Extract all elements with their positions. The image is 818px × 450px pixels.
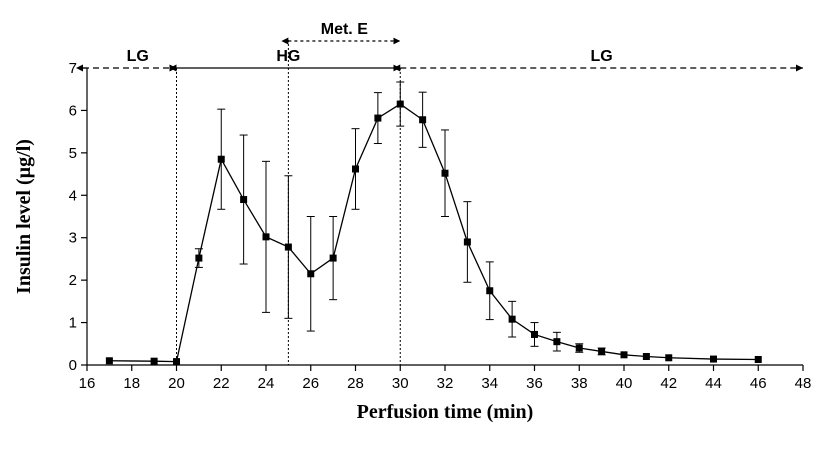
x-tick-label: 16: [79, 375, 96, 392]
phase-label: LG: [127, 48, 149, 65]
y-axis-title: Insulin level (µg/l): [13, 139, 35, 294]
x-tick-label: 22: [213, 375, 230, 392]
data-point-marker: [374, 114, 382, 122]
y-tick-label: 2: [69, 272, 77, 289]
data-point-marker: [329, 254, 337, 262]
data-point-marker: [486, 287, 494, 295]
y-tick-label: 6: [69, 102, 77, 119]
data-series: [105, 81, 762, 366]
data-point-marker: [665, 354, 673, 362]
x-tick-label: 48: [795, 375, 812, 392]
data-point-marker: [217, 155, 225, 163]
phase-label: HG: [276, 48, 300, 65]
data-point-marker: [240, 196, 248, 204]
data-point-marker: [173, 358, 180, 366]
y-tick-label: 0: [69, 357, 77, 374]
data-point-marker: [352, 165, 359, 173]
x-tick-label: 30: [392, 375, 409, 392]
data-point-marker: [553, 338, 561, 346]
x-tick-label: 20: [168, 375, 185, 392]
x-tick-label: 38: [571, 375, 588, 392]
data-point-marker: [531, 330, 538, 338]
data-point-marker: [396, 100, 404, 108]
y-tick-label: 3: [69, 230, 77, 247]
phase-annotations: LG HG Met. E LG: [76, 21, 803, 72]
phase-label: LG: [591, 48, 613, 65]
x-tick-label: 26: [302, 375, 319, 392]
x-tick-label: 32: [437, 375, 454, 392]
y-tick-label: 1: [69, 315, 77, 332]
data-point-marker: [284, 243, 292, 251]
data-point-marker: [508, 315, 516, 323]
phase-label: Met. E: [321, 21, 368, 38]
axes: 16 18 20 22 24 26 28 30 32 34 36 38 40 42 44 46 48012345…: [69, 60, 812, 392]
x-tick-label: 46: [750, 375, 767, 392]
x-tick-label: 24: [258, 375, 275, 392]
x-tick-label: 42: [660, 375, 677, 392]
x-tick-label: 18: [123, 375, 140, 392]
series-line: [109, 103, 759, 363]
data-point-marker: [441, 169, 449, 177]
data-point-marker: [598, 347, 606, 355]
y-tick-label: 4: [69, 187, 77, 204]
data-point-marker: [620, 351, 628, 359]
x-tick-label: 34: [481, 375, 498, 392]
data-point-marker: [575, 344, 583, 352]
data-point-marker: [754, 355, 762, 363]
data-point-marker: [463, 238, 471, 246]
data-point-marker: [150, 357, 158, 365]
y-tick-label: 7: [69, 60, 77, 77]
x-tick-label: 44: [705, 375, 722, 392]
x-tick-label: 40: [616, 375, 633, 392]
data-point-marker: [307, 270, 315, 278]
data-point-marker: [262, 233, 270, 241]
data-point-marker: [710, 355, 717, 363]
data-point-marker: [642, 353, 650, 361]
y-tick-label: 5: [69, 145, 77, 162]
data-point-marker: [105, 357, 113, 365]
data-point-marker: [195, 254, 203, 262]
x-axis-title: Perfusion time (min): [357, 401, 534, 423]
data-point-marker: [419, 116, 427, 124]
x-tick-label: 36: [526, 375, 543, 392]
x-tick-label: 28: [347, 375, 364, 392]
